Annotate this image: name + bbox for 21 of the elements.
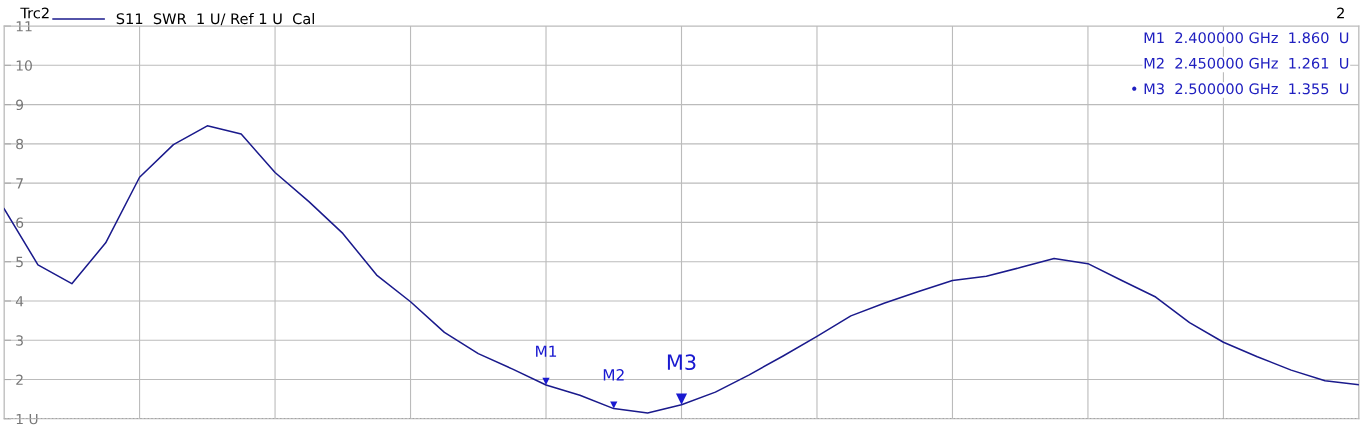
annotation: M2: [603, 369, 624, 381]
y-tick-label: 10: [16, 60, 32, 71]
line-series: [4, 125, 1359, 414]
annotation: • M3 2.500000 GHz 1.355 U: [1132, 83, 1349, 95]
legend-label: S11 SWR 1 U/ Ref 1 U Cal: [116, 12, 314, 26]
y-tick-label: 1 U: [16, 413, 38, 425]
y-tick-label: 3: [16, 335, 23, 346]
y-tick-label: 5: [16, 256, 23, 268]
y-tick-label: 11: [16, 21, 32, 32]
annotation: M1: [536, 345, 557, 357]
annotation: M3: [667, 354, 696, 371]
y-tick-label: 7: [16, 178, 23, 189]
y-tick-label: 4: [15, 296, 24, 307]
y-tick-label: 6: [16, 217, 24, 228]
text: Trc2: [20, 7, 49, 19]
text: 2: [1337, 7, 1344, 19]
y-tick-label: 8: [16, 138, 24, 150]
annotation: M1 2.400000 GHz 1.860 U: [1144, 32, 1349, 44]
annotation: M2 2.450000 GHz 1.261 U: [1144, 57, 1349, 69]
y-tick-label: 2: [16, 374, 23, 385]
y-tick-label: 9: [16, 99, 24, 111]
